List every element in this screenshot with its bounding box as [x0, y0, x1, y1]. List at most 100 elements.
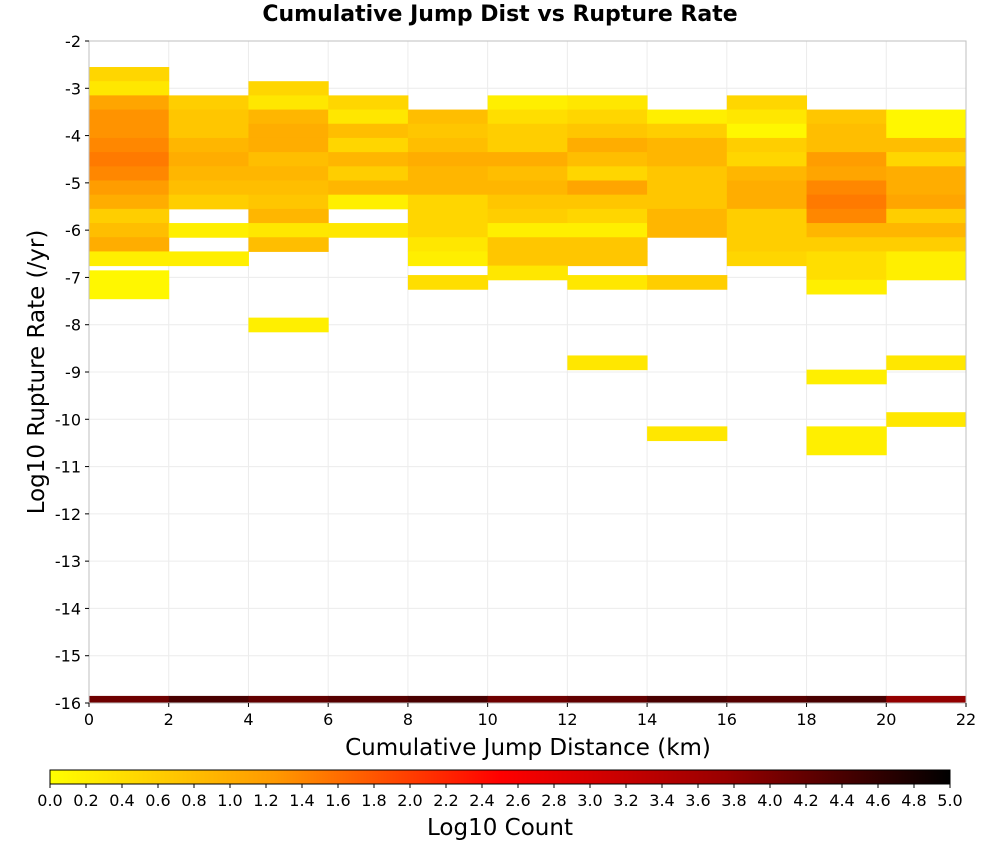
heatmap-cell [886, 194, 967, 210]
y-tick-label: -6 [65, 221, 81, 240]
colorbar-tick-label: 0.4 [109, 791, 134, 810]
heatmap-cell [168, 223, 249, 238]
x-tick-label: 0 [84, 710, 94, 729]
colorbar-tick-label: 0.2 [73, 791, 98, 810]
colorbar-tick-label: 2.4 [469, 791, 494, 810]
heatmap-cell [248, 208, 329, 224]
heatmap-cell [89, 237, 170, 252]
heatmap-cell [647, 152, 728, 167]
heatmap-cell [567, 275, 648, 290]
heatmap-cell [567, 166, 648, 181]
colorbar [49, 769, 951, 785]
y-tick-label: -14 [55, 599, 81, 618]
heatmap-cell [407, 123, 489, 139]
heatmap-cell [726, 251, 808, 267]
y-tick-label: -5 [65, 174, 81, 193]
colorbar-tick-label: 5.0 [937, 791, 962, 810]
heatmap-cell [647, 223, 728, 238]
heatmap-cell [726, 137, 808, 153]
heatmap-cell [89, 251, 170, 267]
heatmap-cell [168, 137, 249, 153]
heatmap-cell [248, 223, 329, 238]
colorbar-tick-label: 3.6 [685, 791, 710, 810]
heatmap-cell [168, 109, 249, 125]
heatmap-cell [806, 194, 887, 210]
heatmap-cell [89, 194, 170, 210]
colorbar-tick-label: 3.4 [649, 791, 674, 810]
heatmap-cell [168, 152, 249, 167]
heatmap-cell [726, 194, 808, 210]
heatmap-cell [168, 180, 249, 196]
colorbar-tick-label: 0.6 [145, 791, 170, 810]
chart-title: Cumulative Jump Dist vs Rupture Rate [262, 2, 738, 27]
heatmap-cell [567, 123, 648, 139]
heatmap-cell [487, 251, 568, 267]
heatmap-cell [89, 270, 170, 286]
heatmap-cell [407, 208, 489, 224]
heatmap-cell-bottom [487, 695, 568, 703]
heatmap-cell [806, 180, 887, 196]
heatmap-cell [567, 208, 648, 224]
heatmap-cell [726, 208, 808, 224]
heatmap-cell [487, 223, 568, 238]
x-axis-label: Cumulative Jump Distance (km) [345, 735, 711, 761]
heatmap-cell [248, 317, 329, 333]
heatmap-cell [487, 180, 568, 196]
heatmap-cell [647, 194, 728, 210]
y-tick-label: -11 [55, 458, 81, 477]
y-axis-ticks: -2 -3 -4 -5 -6 -7 -8 -9 -10 -11 -12 -13 -14 -15 -16 [55, 32, 89, 713]
heatmap-cell [89, 152, 170, 167]
heatmap-cell [806, 208, 887, 224]
heatmap-cell [886, 412, 967, 427]
colorbar-tick-label: 2.6 [505, 791, 530, 810]
heatmap-cell [328, 95, 409, 111]
x-tick-label: 6 [323, 710, 333, 729]
heatmap-cell-bottom [806, 695, 887, 703]
heatmap-cell [567, 194, 648, 210]
colorbar-tick-label: 1.2 [253, 791, 278, 810]
heatmap-cell [168, 194, 249, 210]
heatmap-cell [886, 265, 967, 281]
heatmap-cell [89, 137, 170, 153]
heatmap-cell [886, 208, 967, 224]
heatmap-cell [726, 166, 808, 181]
heatmap-cell [726, 123, 808, 139]
heatmap-cell [487, 123, 568, 139]
x-axis-ticks: 0 2 4 6 8 10 12 14 16 18 20 22 [84, 703, 976, 729]
y-tick-label: -8 [65, 316, 81, 335]
heatmap-cell [647, 166, 728, 181]
colorbar-ticks: 0.0 0.2 0.4 0.6 0.8 1.0 1.2 1.4 1.6 1.8 2.0 2.2 2.4 2… [37, 784, 963, 810]
colorbar-tick-label: 3.8 [721, 791, 746, 810]
heatmap-cell [567, 152, 648, 167]
heatmap-cell [89, 109, 170, 125]
x-tick-label: 4 [243, 710, 253, 729]
heatmap-cell [487, 166, 568, 181]
heatmap-cell [886, 180, 967, 196]
heatmap-cell [487, 237, 568, 252]
heatmap-cell [886, 152, 967, 167]
heatmap-cell [89, 81, 170, 96]
heatmap-cell [487, 109, 568, 125]
heatmap-cell [328, 166, 409, 181]
heatmap-cell [328, 109, 409, 125]
heatmap-cell [806, 237, 887, 252]
heatmap-cell-bottom [89, 695, 170, 703]
colorbar-tick-label: 2.8 [541, 791, 566, 810]
heatmap-cell [248, 180, 329, 196]
heatmap-cell [407, 251, 489, 267]
heatmap-cell [407, 275, 489, 290]
heatmap-cell [407, 137, 489, 153]
heatmap-cell [726, 95, 808, 111]
colorbar-tick-label: 1.4 [289, 791, 314, 810]
heatmap-cell [647, 180, 728, 196]
heatmap-cell [168, 95, 249, 111]
heatmap-cell [806, 369, 887, 385]
heatmap-cell [806, 251, 887, 267]
heatmap-cell [407, 194, 489, 210]
heatmap-cell [806, 265, 887, 281]
x-tick-label: 18 [796, 710, 816, 729]
x-tick-label: 22 [956, 710, 976, 729]
colorbar-tick-label: 2.2 [433, 791, 458, 810]
heatmap-cell [806, 223, 887, 238]
